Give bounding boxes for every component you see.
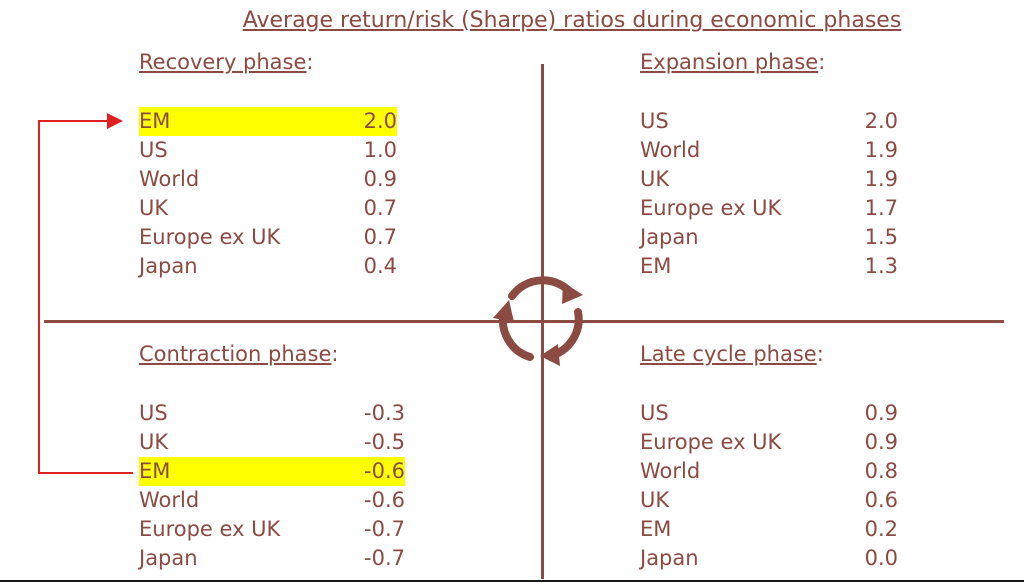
table-row: Europe ex UK 0.7 xyxy=(139,223,397,252)
sharpe-value: 1.9 xyxy=(864,167,898,191)
horizontal-axis xyxy=(44,320,1004,323)
region-label: UK xyxy=(139,430,169,454)
table-row: EM -0.6 xyxy=(139,457,405,486)
region-label: US xyxy=(640,109,669,133)
table-row: World 0.8 xyxy=(640,457,898,486)
region-label: Europe ex UK xyxy=(139,517,281,541)
region-label: Europe ex UK xyxy=(640,430,782,454)
sharpe-value: 1.9 xyxy=(864,138,898,162)
vertical-axis xyxy=(541,64,544,579)
region-label: UK xyxy=(139,196,169,220)
bottom-rule xyxy=(0,580,1024,582)
sharpe-value: -0.7 xyxy=(364,546,405,570)
region-label: Europe ex UK xyxy=(640,196,782,220)
table-row: EM 0.2 xyxy=(640,515,898,544)
region-label: US xyxy=(139,401,168,425)
table-row: US -0.3 xyxy=(139,399,405,428)
sharpe-value: 1.0 xyxy=(363,138,397,162)
region-label: Japan xyxy=(640,225,699,249)
sharpe-value: 0.9 xyxy=(363,167,397,191)
sharpe-value: 0.4 xyxy=(363,254,397,278)
region-label: Japan xyxy=(139,254,198,278)
table-row: Japan 1.5 xyxy=(640,223,898,252)
cycle-arrowheads xyxy=(493,282,583,366)
region-label: UK xyxy=(640,488,670,512)
region-label: World xyxy=(640,459,701,483)
sharpe-value: 0.7 xyxy=(363,225,397,249)
table-row: Europe ex UK 0.9 xyxy=(640,428,898,457)
sharpe-value: 1.5 xyxy=(864,225,898,249)
region-label: UK xyxy=(640,167,670,191)
sharpe-value: -0.5 xyxy=(364,430,405,454)
sharpe-value: 2.0 xyxy=(363,109,397,133)
table-row: Japan 0.0 xyxy=(640,544,898,573)
region-label: EM xyxy=(640,517,672,541)
region-label: World xyxy=(139,488,200,512)
region-label: Europe ex UK xyxy=(139,225,281,249)
sharpe-value: -0.6 xyxy=(364,459,405,483)
table-row: UK -0.5 xyxy=(139,428,405,457)
recovery-heading: Recovery phase: xyxy=(139,50,314,74)
table-row: UK 0.6 xyxy=(640,486,898,515)
table-row: US 2.0 xyxy=(640,107,898,136)
table-row: Japan -0.7 xyxy=(139,544,405,573)
sharpe-value: 0.9 xyxy=(864,401,898,425)
table-row: US 0.9 xyxy=(640,399,898,428)
region-label: US xyxy=(640,401,669,425)
sharpe-value: 1.3 xyxy=(864,254,898,278)
sharpe-value: 0.7 xyxy=(363,196,397,220)
table-row: EM 2.0 xyxy=(139,107,397,136)
table-row: US 1.0 xyxy=(139,136,397,165)
region-label: Japan xyxy=(640,546,699,570)
region-label: EM xyxy=(139,459,171,483)
table-row: UK 0.7 xyxy=(139,194,397,223)
region-label: Japan xyxy=(139,546,198,570)
sharpe-value: 0.2 xyxy=(864,517,898,541)
late-cycle-heading: Late cycle phase: xyxy=(640,342,824,366)
table-row: Europe ex UK 1.7 xyxy=(640,194,898,223)
diagram-title: Average return/risk (Sharpe) ratios duri… xyxy=(242,8,902,33)
sharpe-value: 2.0 xyxy=(864,109,898,133)
table-row: World -0.6 xyxy=(139,486,405,515)
em-connector-arrow xyxy=(38,113,133,474)
sharpe-value: -0.6 xyxy=(364,488,405,512)
region-label: US xyxy=(139,138,168,162)
region-label: World xyxy=(139,167,200,191)
table-row: World 1.9 xyxy=(640,136,898,165)
table-row: World 0.9 xyxy=(139,165,397,194)
sharpe-value: -0.3 xyxy=(364,401,405,425)
expansion-heading: Expansion phase: xyxy=(640,50,826,74)
contraction-heading: Contraction phase: xyxy=(139,342,339,366)
table-row: Europe ex UK -0.7 xyxy=(139,515,405,544)
sharpe-value: 0.8 xyxy=(864,459,898,483)
table-row: EM 1.3 xyxy=(640,252,898,281)
region-label: World xyxy=(640,138,701,162)
sharpe-value: -0.7 xyxy=(364,517,405,541)
table-row: UK 1.9 xyxy=(640,165,898,194)
sharpe-value: 0.6 xyxy=(864,488,898,512)
region-label: EM xyxy=(139,109,171,133)
region-label: EM xyxy=(640,254,672,278)
sharpe-value: 0.0 xyxy=(864,546,898,570)
sharpe-value: 1.7 xyxy=(864,196,898,220)
sharpe-value: 0.9 xyxy=(864,430,898,454)
table-row: Japan 0.4 xyxy=(139,252,397,281)
